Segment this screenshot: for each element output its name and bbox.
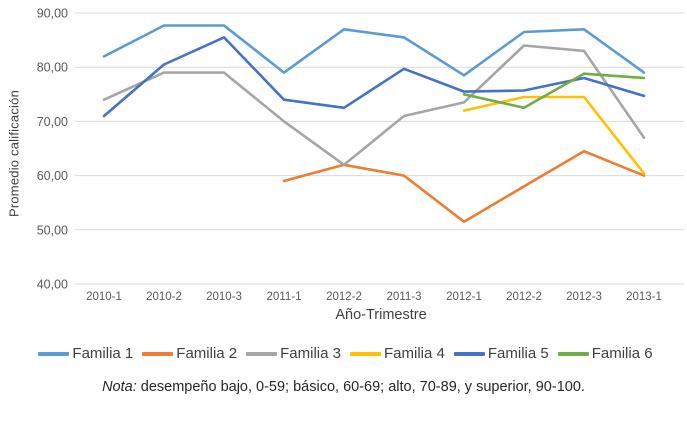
legend-item-familia-4: Familia 4 xyxy=(350,345,445,362)
y-tick-labels: 90,00 80,00 70,00 60,00 50,00 40,00 xyxy=(37,7,68,292)
series-line-familia-3 xyxy=(102,44,646,167)
x-axis-title: Año-Trimestre xyxy=(335,307,427,323)
x-tick-label: 2012-2 xyxy=(506,291,542,303)
legend-label: Familia 1 xyxy=(72,345,134,362)
legend-label: Familia 4 xyxy=(384,345,445,362)
legend-line-swatch xyxy=(142,351,174,356)
legend-label: Familia 6 xyxy=(591,345,653,362)
series-lines xyxy=(102,24,646,223)
y-axis-title: Promedio calificación xyxy=(6,89,22,218)
legend-line-swatch xyxy=(38,351,70,356)
legend-line-swatch xyxy=(453,351,485,356)
x-tick-labels: 2010-1 2010-2 2010-3 2011-1 2012-2 2011-3 2012… xyxy=(86,291,662,303)
legend-item-familia-3: Familia 3 xyxy=(246,345,341,362)
legend-line-swatch xyxy=(350,351,381,356)
x-tick-label: 2011-1 xyxy=(267,291,302,303)
series-line-familia-6 xyxy=(462,72,646,110)
legend-label: Familia 2 xyxy=(176,345,238,362)
legend-line-swatch xyxy=(557,351,589,356)
y-tick-label: 90,00 xyxy=(37,7,68,21)
x-tick-label: 2012-2 xyxy=(326,291,362,303)
x-tick-label: 2012-3 xyxy=(566,291,602,303)
legend: Familia 1 Familia 2 Familia 3 Familia 4 … xyxy=(0,345,687,362)
legend-item-familia-1: Familia 1 xyxy=(38,345,133,362)
legend-item-familia-5: Familia 5 xyxy=(453,345,549,362)
x-tick-label: 2010-3 xyxy=(206,291,242,303)
x-tick-label: 2012-1 xyxy=(446,291,482,303)
legend-label: Familia 5 xyxy=(487,345,549,362)
performance-note: Nota: desempeño bajo, 0-59; básico, 60-6… xyxy=(0,379,687,395)
legend-label: Familia 3 xyxy=(280,345,341,362)
x-tick-label: 2011-3 xyxy=(387,291,422,303)
y-tick-label: 40,00 xyxy=(37,278,68,292)
legend-item-familia-6: Familia 6 xyxy=(557,345,653,362)
x-tick-label: 2010-1 xyxy=(86,291,122,303)
y-tick-label: 50,00 xyxy=(37,223,68,237)
series-line-familia-5 xyxy=(102,36,646,118)
x-tick-label: 2013-1 xyxy=(626,291,662,303)
series-line-familia-1 xyxy=(102,24,646,77)
plot-area-wrap: 90,00 80,00 70,00 60,00 50,00 40,00 2010-1 201… xyxy=(6,7,684,303)
legend-line-swatch xyxy=(246,351,278,356)
x-tick-label: 2010-2 xyxy=(146,291,182,303)
y-tick-label: 60,00 xyxy=(37,169,68,183)
note-text: desempeño bajo, 0-59; básico, 60-69; alt… xyxy=(136,379,585,395)
series-line-familia-4 xyxy=(462,95,646,175)
legend-item-familia-2: Familia 2 xyxy=(142,345,237,362)
note-prefix: Nota: xyxy=(102,379,137,395)
y-tick-label: 80,00 xyxy=(37,61,68,75)
y-tick-label: 70,00 xyxy=(37,115,68,129)
gridlines xyxy=(75,12,684,285)
